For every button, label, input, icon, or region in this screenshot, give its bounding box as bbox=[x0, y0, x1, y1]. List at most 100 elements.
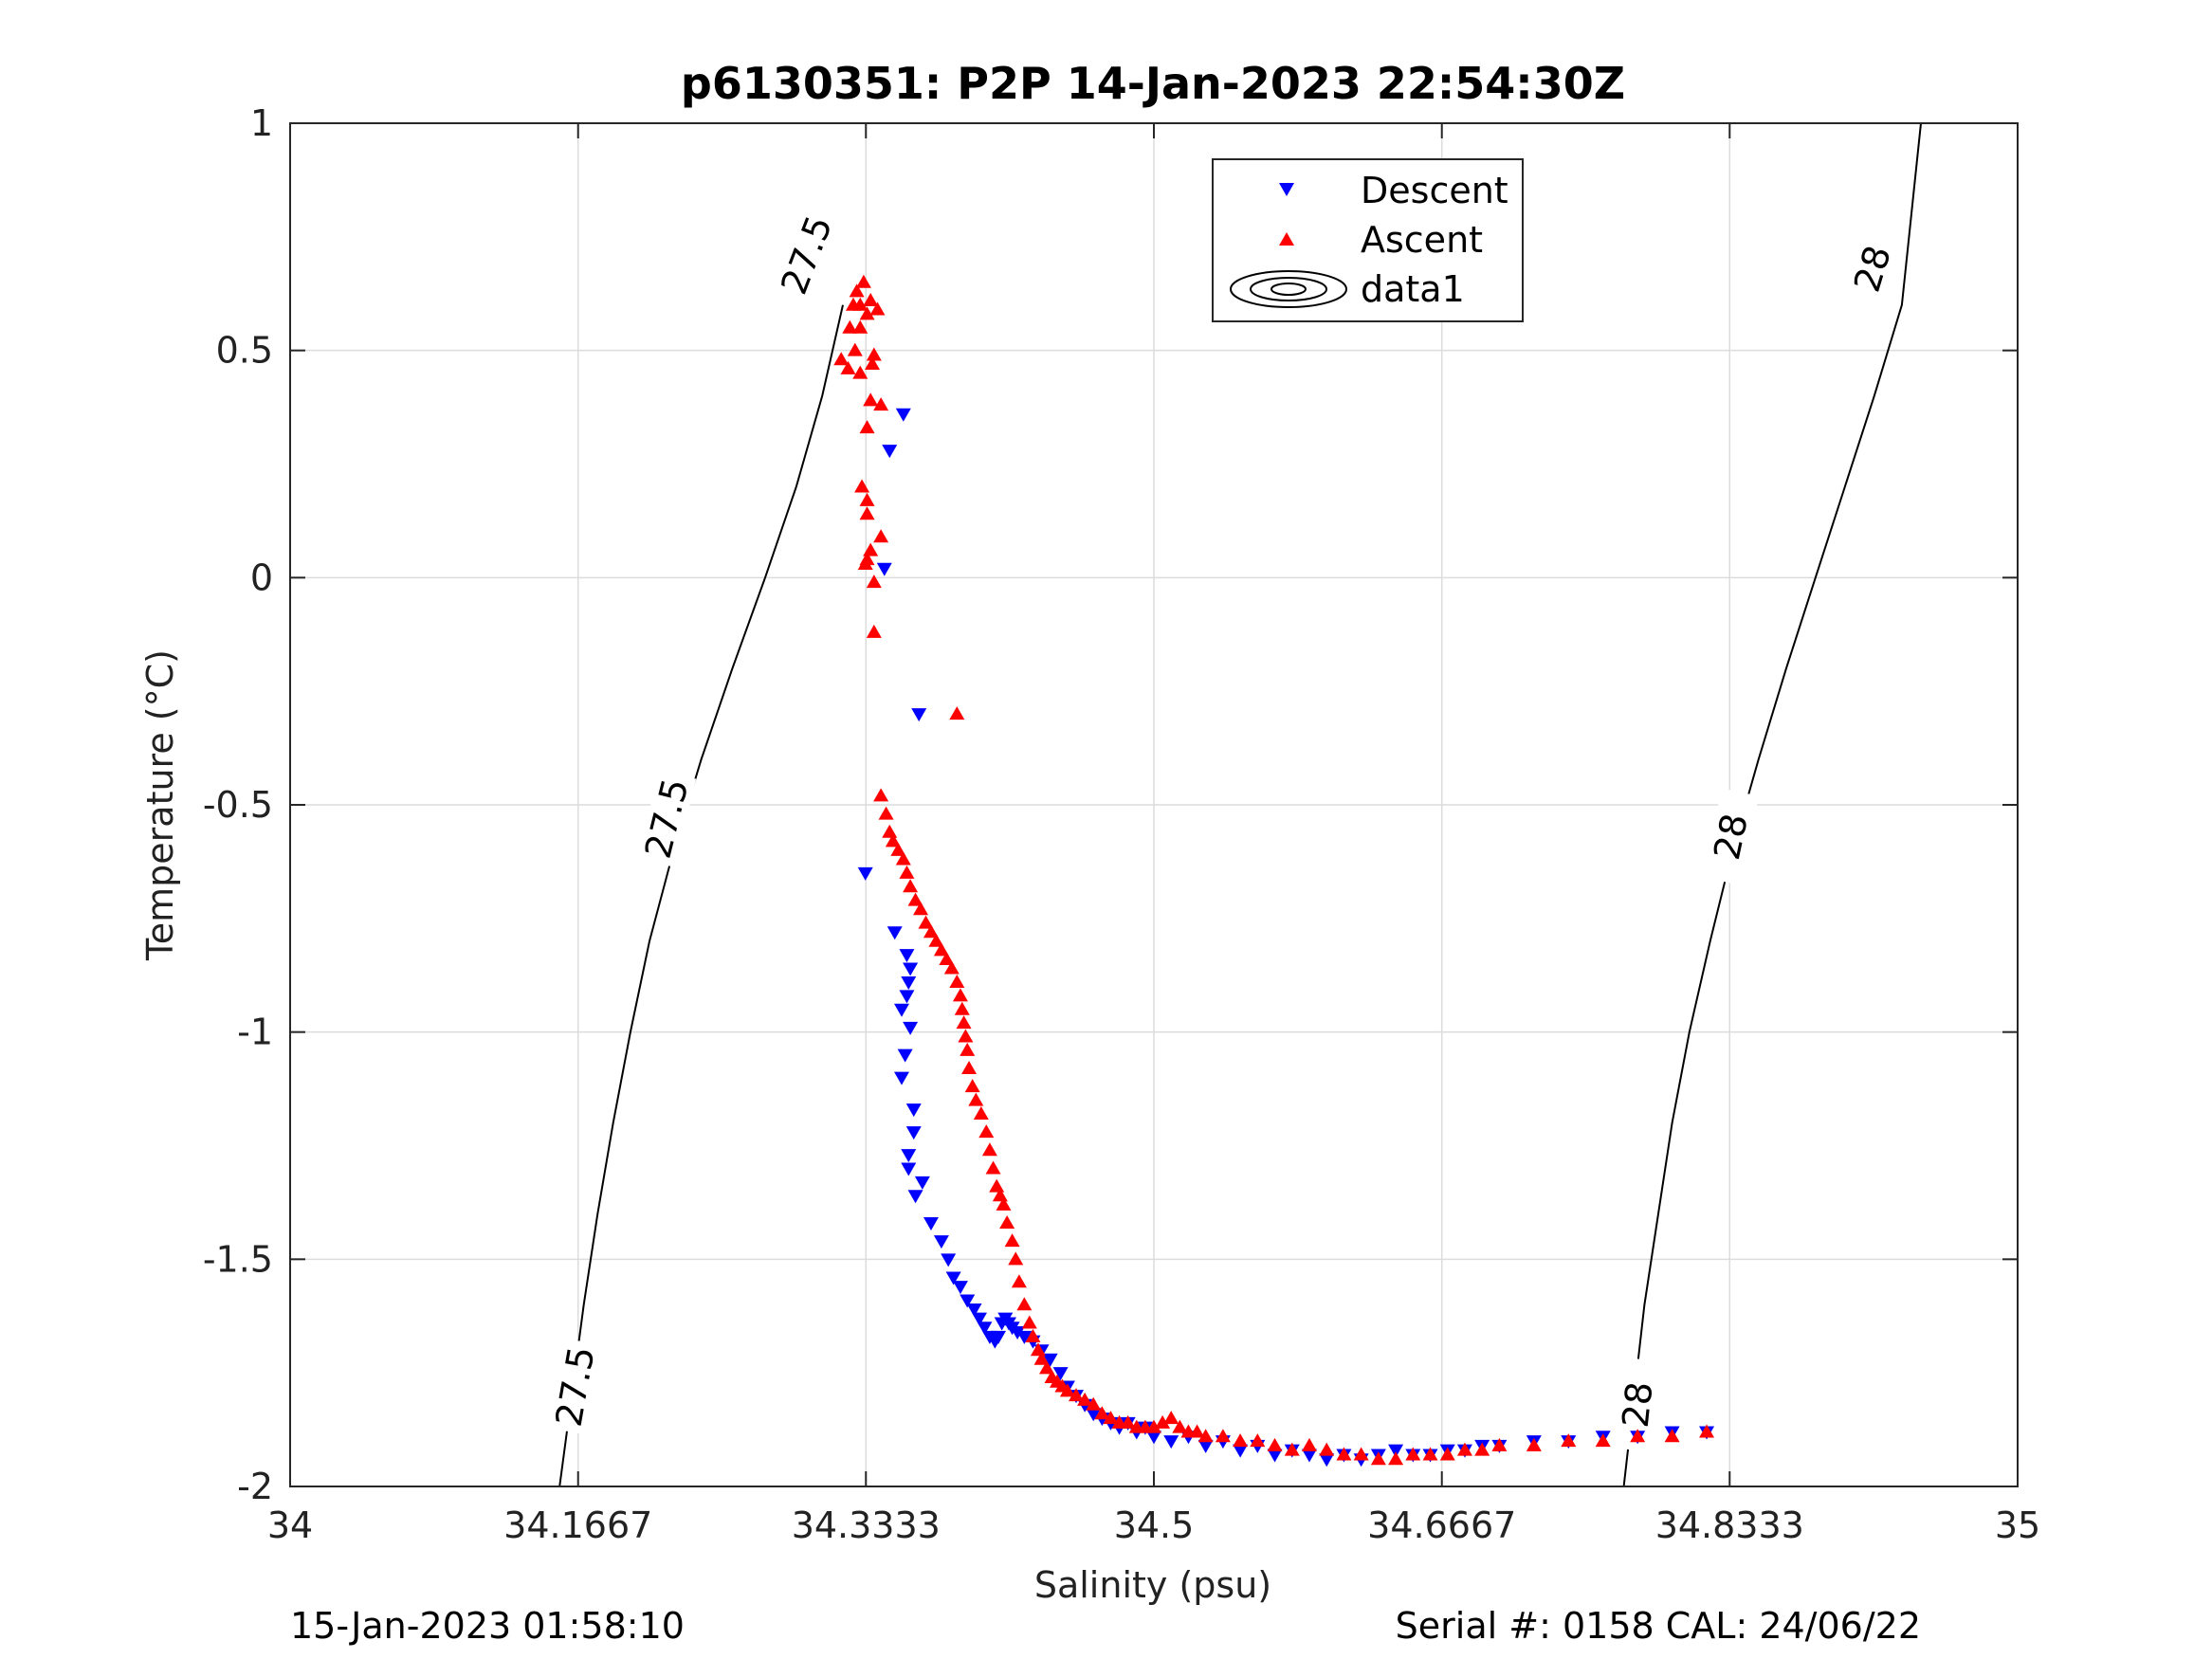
ascent-point bbox=[885, 833, 901, 848]
ascent-point bbox=[1146, 1419, 1161, 1433]
y-axis-label: Temperature (°C) bbox=[139, 649, 181, 961]
ascent-point bbox=[859, 492, 875, 506]
descent-point bbox=[1052, 1367, 1069, 1381]
ascent-point bbox=[1456, 1442, 1472, 1456]
descent-point bbox=[893, 1071, 909, 1085]
ascent-point bbox=[1664, 1429, 1680, 1443]
ascent-point bbox=[928, 933, 944, 947]
ascent-point bbox=[1526, 1437, 1542, 1451]
chart-title: p6130351: P2P 14-Jan-2023 22:54:30Z bbox=[681, 58, 1625, 109]
ascent-point bbox=[1039, 1360, 1055, 1375]
ascent-point bbox=[859, 552, 875, 566]
ascent-point bbox=[866, 574, 882, 589]
ascent-point bbox=[1699, 1424, 1715, 1438]
ascent-point bbox=[964, 1079, 980, 1093]
ascent-point bbox=[949, 706, 965, 720]
descent-point bbox=[1267, 1449, 1283, 1463]
descent-point bbox=[1301, 1449, 1317, 1463]
ascent-point bbox=[968, 1092, 984, 1106]
descent-point bbox=[952, 1281, 968, 1295]
descent-point bbox=[1016, 1330, 1033, 1344]
descent-point bbox=[960, 1294, 976, 1308]
ascent-point bbox=[863, 292, 879, 306]
ascent-point bbox=[1077, 1392, 1093, 1406]
contour-label-bg bbox=[1703, 788, 1760, 885]
descent-point bbox=[899, 949, 915, 963]
contour-label-bg bbox=[548, 1338, 602, 1435]
axis-ticks: 34 34.1667 34.3333 34.5 34.6667 34.8333 35 1 0.5… bbox=[203, 102, 2040, 1546]
ascent-point bbox=[845, 297, 861, 311]
ascent-point bbox=[1069, 1388, 1085, 1402]
ascent-point bbox=[996, 1196, 1012, 1211]
ascent-point bbox=[956, 1015, 972, 1030]
descent-point bbox=[991, 1330, 1007, 1344]
ascent-point bbox=[852, 319, 868, 334]
ascent-point bbox=[899, 865, 915, 879]
ascent-point bbox=[1422, 1447, 1438, 1461]
descent-point bbox=[901, 1149, 917, 1163]
ascent-point bbox=[1033, 1351, 1050, 1365]
legend-ascent-label: Ascent bbox=[1361, 219, 1483, 261]
ascent-point bbox=[859, 420, 875, 434]
descent-point bbox=[1146, 1431, 1161, 1445]
descent-point bbox=[882, 445, 898, 459]
ascent-point bbox=[1011, 1274, 1027, 1288]
descent-point bbox=[966, 1304, 982, 1318]
contour-label-bg bbox=[637, 769, 697, 867]
ascent-point bbox=[865, 356, 881, 371]
ascent-point bbox=[952, 988, 968, 1002]
footer-serial-cal: Serial #: 0158 CAL: 24/06/22 bbox=[1396, 1605, 1921, 1647]
descent-point bbox=[857, 866, 873, 881]
ascent-point bbox=[859, 306, 875, 320]
ascent-point bbox=[1004, 1233, 1020, 1248]
descent-point bbox=[905, 1126, 922, 1140]
descent-point bbox=[941, 1253, 957, 1267]
descent-point bbox=[901, 1162, 917, 1176]
footer-timestamp: 15-Jan-2023 01:58:10 bbox=[290, 1605, 685, 1647]
descent-point bbox=[876, 562, 892, 576]
ascent-point bbox=[854, 479, 870, 493]
descent-point bbox=[887, 926, 903, 940]
ascent-point bbox=[855, 274, 871, 288]
ascent-point bbox=[1630, 1429, 1646, 1443]
descent-point bbox=[1388, 1444, 1404, 1458]
ascent-point bbox=[960, 1042, 976, 1056]
legend-data1-label: data1 bbox=[1361, 268, 1465, 310]
descent-point bbox=[895, 408, 911, 422]
ascent-point bbox=[852, 365, 868, 379]
descent-point bbox=[903, 1021, 919, 1035]
ascent-point bbox=[1405, 1447, 1421, 1461]
ascent-point bbox=[913, 902, 929, 916]
ascent-point bbox=[1163, 1411, 1179, 1425]
y-tick-label: -1 bbox=[237, 1012, 273, 1053]
ascent-point bbox=[869, 301, 886, 316]
ascent-point bbox=[933, 942, 949, 957]
ascent-point bbox=[958, 1029, 974, 1043]
ascent-point bbox=[985, 1160, 1001, 1175]
descent-point bbox=[1163, 1435, 1179, 1449]
ascent-point bbox=[1155, 1414, 1171, 1429]
ascent-point bbox=[973, 1105, 989, 1120]
ascent-point bbox=[1301, 1437, 1317, 1451]
y-tick-label: -1.5 bbox=[203, 1238, 273, 1280]
ascent-point bbox=[895, 851, 911, 866]
descent-point bbox=[914, 1176, 930, 1190]
ascent-point bbox=[1388, 1451, 1404, 1466]
descent-point bbox=[1233, 1444, 1249, 1458]
ascent-point bbox=[878, 806, 894, 820]
ascent-point bbox=[939, 951, 955, 965]
ascent-point bbox=[1284, 1442, 1300, 1456]
descent-point bbox=[903, 962, 919, 976]
ascent-point bbox=[1025, 1328, 1041, 1342]
descent-point bbox=[945, 1271, 961, 1285]
ascent-point bbox=[833, 352, 850, 366]
ascent-point bbox=[981, 1142, 997, 1157]
legend-contour-icon bbox=[1230, 270, 1347, 308]
x-tick-label: 34.1667 bbox=[503, 1504, 652, 1546]
ascent-point bbox=[1319, 1442, 1335, 1456]
ascent-point bbox=[849, 283, 865, 298]
ascent-point bbox=[1094, 1406, 1110, 1420]
legend-descent-marker bbox=[1279, 183, 1294, 196]
ascent-point bbox=[978, 1124, 995, 1139]
